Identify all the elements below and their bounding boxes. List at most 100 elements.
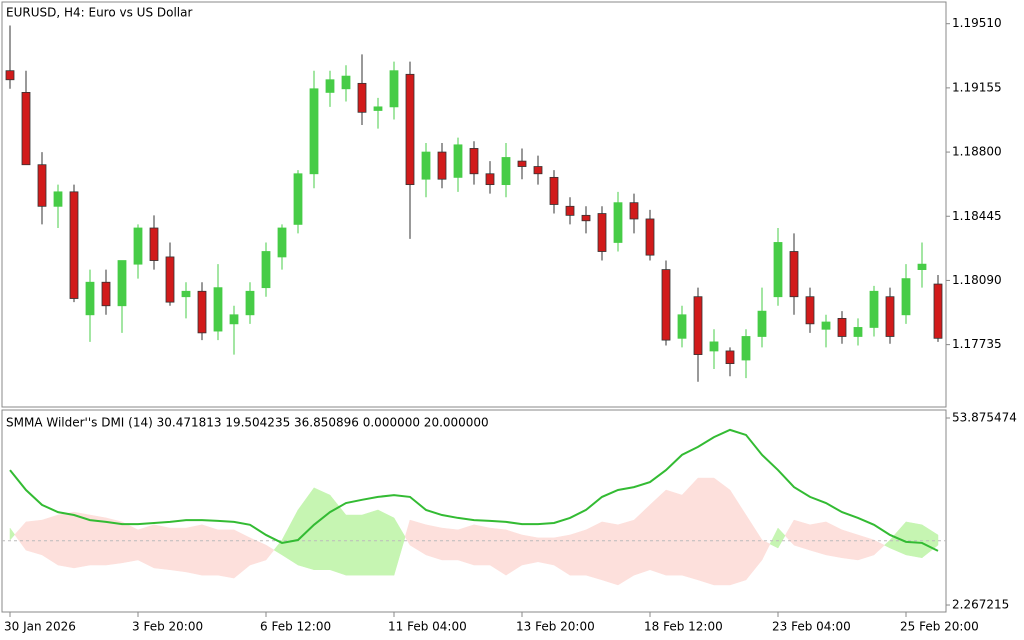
di-band [441, 527, 459, 561]
di-band [361, 509, 379, 576]
y-tick-label: 1.19510 [952, 16, 1002, 30]
candle-body [229, 314, 239, 325]
di-band [777, 527, 786, 549]
candle-body [597, 213, 607, 252]
candle-body [885, 296, 895, 337]
y-tick-label: 1.19155 [952, 80, 1002, 94]
candle-body [85, 281, 95, 316]
x-tick-label: 11 Feb 04:00 [388, 620, 467, 634]
candle-body [773, 242, 783, 298]
x-tick-label: 18 Feb 12:00 [644, 620, 723, 634]
candle-body [69, 191, 79, 299]
candle-body [373, 106, 383, 111]
di-band [873, 539, 885, 556]
candle-body [469, 148, 479, 175]
price-panel [1, 1, 947, 408]
di-band [809, 521, 827, 556]
plot-content [2, 25, 946, 586]
di-band [457, 524, 475, 566]
candle-body [277, 227, 287, 258]
di-band [473, 524, 491, 566]
candle-body [245, 290, 255, 316]
di-band [9, 527, 16, 541]
candle-body [613, 202, 623, 243]
di-band [601, 521, 619, 586]
candle-body [805, 296, 815, 325]
di-band [313, 487, 331, 570]
di-band [793, 519, 811, 551]
candle-body [549, 176, 559, 205]
di-band [761, 539, 771, 561]
candle-body [853, 327, 863, 337]
candle-body [517, 160, 527, 167]
candle-body [661, 269, 671, 341]
x-tick-label: 6 Feb 12:00 [260, 620, 331, 634]
candle-body [133, 227, 143, 265]
y-tick-label: 1.18445 [952, 209, 1002, 223]
candle-body [837, 318, 847, 337]
di-band [585, 521, 603, 581]
candle-body [917, 263, 927, 270]
candle-body [5, 70, 15, 81]
candle-body [933, 283, 943, 339]
di-band [425, 524, 443, 561]
candle-body [725, 350, 735, 365]
di-band [697, 477, 715, 586]
candle-body [709, 341, 719, 352]
candle-body [101, 281, 111, 307]
indicator-panel [1, 409, 947, 613]
candle-body [629, 202, 639, 220]
candle-body [901, 278, 911, 316]
di-band [25, 519, 43, 556]
di-band [537, 537, 555, 566]
candle-body [677, 314, 687, 339]
candle-body [437, 151, 447, 180]
candle-body [293, 173, 303, 225]
di-band [57, 511, 75, 569]
di-band [905, 521, 923, 559]
x-tick-label: 13 Feb 20:00 [516, 620, 595, 634]
x-tick-label: 23 Feb 04:00 [772, 620, 851, 634]
di-band [521, 534, 539, 566]
candle-body [37, 164, 47, 207]
candle-body [181, 290, 191, 298]
di-band [569, 529, 587, 576]
candle-body [405, 73, 415, 186]
di-band [105, 517, 123, 566]
candle-body [421, 151, 431, 180]
candle-body [341, 75, 351, 90]
candle-body [453, 144, 463, 178]
di-band [393, 517, 406, 576]
y-tick-label: 1.18800 [952, 145, 1002, 159]
candle-body [821, 321, 831, 330]
di-band [185, 524, 203, 576]
x-tick-label: 25 Feb 20:00 [900, 620, 979, 634]
candle-body [325, 79, 335, 93]
di-band [217, 529, 235, 579]
candle-body [117, 260, 127, 307]
chart-title: EURUSD, H4: Euro vs US Dollar [6, 6, 192, 20]
y-tick-label: 2.267215 [952, 598, 1009, 612]
di-band [617, 519, 635, 586]
candle-body [693, 296, 703, 355]
candle-body [581, 214, 591, 222]
candle-body [149, 227, 159, 261]
di-band [73, 511, 91, 569]
candle-body [501, 157, 511, 186]
y-tick-label: 1.17735 [952, 337, 1002, 351]
candle-body [789, 251, 799, 298]
candle-body [261, 251, 271, 289]
candle-body [565, 205, 575, 216]
candle-body [53, 191, 63, 207]
candle-body [869, 290, 879, 328]
di-band [921, 524, 939, 559]
candle-body [213, 287, 223, 332]
di-band [153, 524, 171, 571]
adx-line [9, 428, 939, 552]
candle-body [645, 218, 655, 256]
di-band [681, 477, 699, 581]
candle-body [357, 82, 367, 113]
y-tick-label: 1.18090 [952, 273, 1002, 287]
